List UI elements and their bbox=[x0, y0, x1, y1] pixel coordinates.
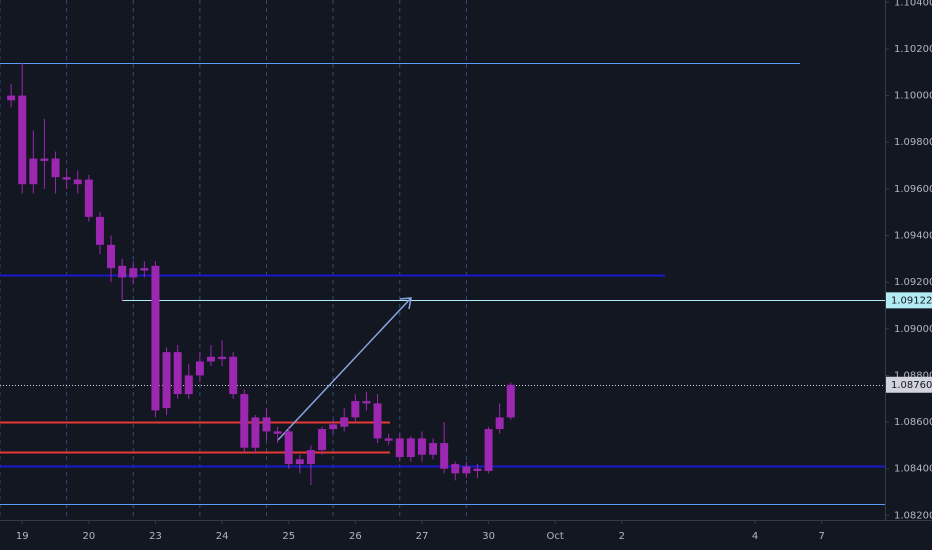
y-tick-label: 1.08200 bbox=[894, 510, 932, 521]
trend-arrow bbox=[277, 297, 412, 441]
candle-body bbox=[240, 394, 249, 448]
candle-body bbox=[473, 468, 482, 472]
candle-body bbox=[417, 438, 426, 455]
x-tick-label: 7 bbox=[819, 531, 825, 542]
candle-body bbox=[284, 431, 293, 465]
candle-body bbox=[429, 443, 438, 455]
candle-body bbox=[51, 158, 60, 178]
candle-body bbox=[218, 356, 227, 360]
candle-body bbox=[251, 417, 260, 448]
y-tick-label: 1.10400 bbox=[894, 0, 932, 8]
candle-body bbox=[373, 403, 382, 439]
candle-body bbox=[495, 417, 504, 430]
candle-body bbox=[340, 417, 349, 427]
candle-body bbox=[162, 352, 171, 409]
price-label-box bbox=[886, 376, 932, 393]
candle-body bbox=[384, 438, 393, 441]
candle-body bbox=[273, 431, 282, 434]
y-tick-label: 1.08400 bbox=[894, 464, 932, 475]
y-tick-label: 1.09600 bbox=[894, 184, 932, 195]
x-tick-label: 23 bbox=[149, 531, 162, 542]
candle-body bbox=[440, 443, 449, 469]
candle-body bbox=[506, 384, 515, 418]
candle-body bbox=[351, 401, 360, 418]
candle-body bbox=[95, 216, 104, 245]
candle-body bbox=[206, 356, 215, 362]
price-label: 1.09122 bbox=[891, 295, 932, 306]
x-tick-label: 4 bbox=[752, 531, 758, 542]
candle-body bbox=[329, 424, 338, 430]
x-tick-label: Oct bbox=[547, 531, 564, 542]
x-tick-label: 26 bbox=[349, 531, 362, 542]
candle-body bbox=[295, 459, 304, 465]
candle-body bbox=[107, 244, 116, 269]
candle-body bbox=[306, 450, 315, 465]
x-tick-label: 20 bbox=[82, 531, 95, 542]
candle-body bbox=[118, 265, 127, 278]
candle-body bbox=[362, 401, 371, 404]
candle-body bbox=[195, 361, 204, 376]
candle-body bbox=[40, 158, 49, 161]
candle-body bbox=[129, 268, 138, 278]
x-tick-label: 27 bbox=[416, 531, 429, 542]
candle-body bbox=[7, 95, 16, 101]
y-tick-label: 1.09000 bbox=[894, 324, 932, 335]
candle-body bbox=[29, 158, 38, 185]
candle-body bbox=[184, 375, 193, 395]
candle-body bbox=[229, 356, 238, 395]
x-tick-label: 19 bbox=[16, 531, 29, 542]
candle-body bbox=[18, 95, 27, 185]
candle-body bbox=[73, 179, 82, 185]
candle-body bbox=[484, 429, 493, 472]
y-tick-label: 1.10000 bbox=[894, 91, 932, 102]
y-tick-label: 1.09800 bbox=[894, 137, 932, 148]
candle-body bbox=[462, 466, 471, 474]
x-tick-label: 30 bbox=[482, 531, 495, 542]
arrow-head bbox=[399, 297, 412, 310]
y-tick-label: 1.10200 bbox=[894, 44, 932, 55]
candle-body bbox=[173, 352, 182, 395]
candle-body bbox=[151, 265, 160, 411]
price-label: 1.08760 bbox=[891, 380, 932, 391]
candle-body bbox=[395, 438, 404, 458]
plot bbox=[0, 0, 885, 520]
candle-body bbox=[262, 417, 271, 432]
y-tick-label: 1.08600 bbox=[894, 417, 932, 428]
candle-body bbox=[140, 268, 149, 271]
y-tick-label: 1.08800 bbox=[894, 370, 932, 381]
candle-body bbox=[318, 429, 327, 451]
x-tick-label: 2 bbox=[619, 531, 625, 542]
candle-body bbox=[62, 177, 71, 180]
candle-body bbox=[84, 179, 93, 217]
y-tick-label: 1.09400 bbox=[894, 231, 932, 242]
x-tick-label: 24 bbox=[216, 531, 229, 542]
price-label-box bbox=[886, 292, 932, 309]
candle-body bbox=[406, 438, 415, 458]
x-tick-label: 25 bbox=[282, 531, 295, 542]
y-tick-label: 1.09200 bbox=[894, 277, 932, 288]
candle-body bbox=[451, 464, 460, 474]
